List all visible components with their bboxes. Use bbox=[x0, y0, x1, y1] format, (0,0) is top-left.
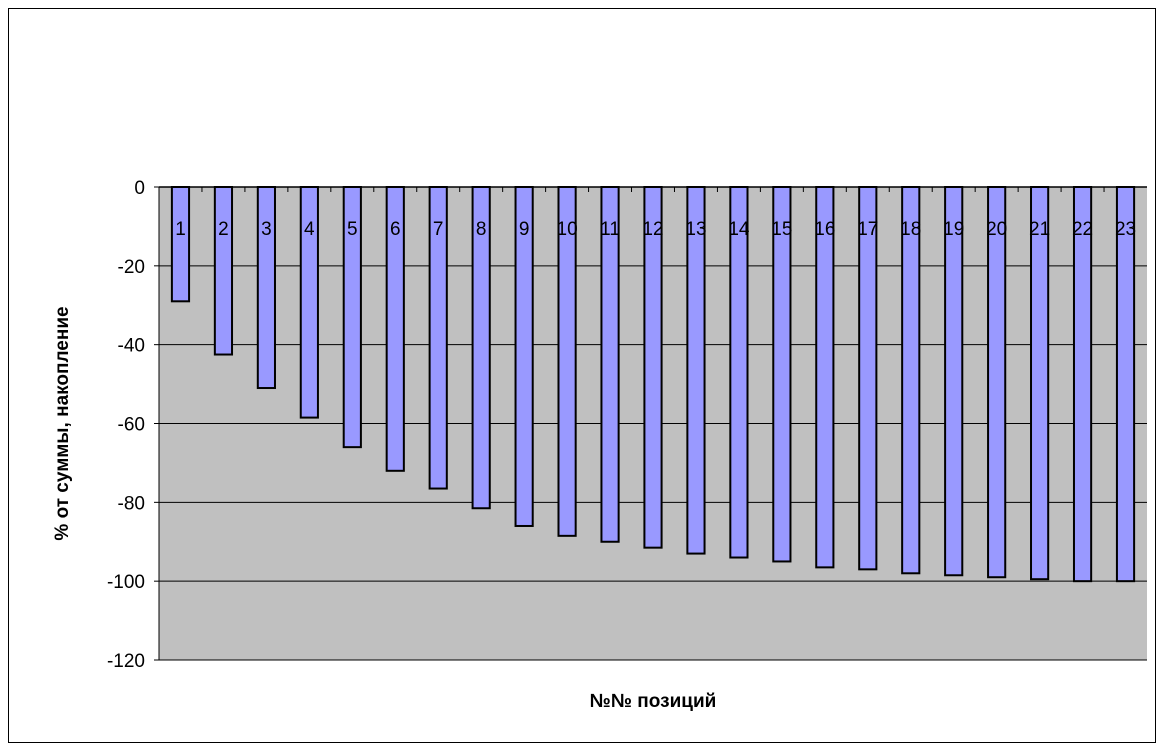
category-label: 16 bbox=[814, 219, 835, 240]
category-label: 21 bbox=[1029, 219, 1050, 240]
category-label: 8 bbox=[476, 219, 487, 240]
bar bbox=[1115, 186, 1136, 583]
category-label: 3 bbox=[261, 219, 272, 240]
category-label: 5 bbox=[347, 219, 358, 240]
bar bbox=[772, 186, 792, 563]
y-tick-label: -40 bbox=[118, 336, 145, 357]
bar bbox=[815, 186, 835, 569]
category-labels: 1 2 3 4 5 6 7 8 9 10 11 12 13 14 15 16 17 18 19 20 21 22 23 bbox=[175, 219, 1136, 240]
category-label: 1 bbox=[175, 219, 186, 240]
y-axis-title: % от суммы, накопление bbox=[52, 306, 73, 540]
y-tick-label: -20 bbox=[118, 257, 145, 278]
x-axis-title: №№ позиций bbox=[590, 691, 717, 712]
y-tick-label: -100 bbox=[107, 572, 145, 593]
category-label: 2 bbox=[218, 219, 229, 240]
bar bbox=[170, 186, 191, 303]
category-label: 14 bbox=[728, 219, 750, 240]
category-label: 22 bbox=[1072, 219, 1093, 240]
category-label: 7 bbox=[433, 219, 444, 240]
y-tick-label: -60 bbox=[118, 415, 145, 436]
category-label: 18 bbox=[900, 219, 921, 240]
bar bbox=[600, 186, 620, 543]
bar bbox=[858, 186, 878, 571]
bar bbox=[686, 186, 706, 555]
category-label: 4 bbox=[304, 219, 315, 240]
category-label: 15 bbox=[771, 219, 792, 240]
category-label: 20 bbox=[986, 219, 1007, 240]
bars bbox=[170, 186, 1136, 583]
category-label: 12 bbox=[642, 219, 663, 240]
bar bbox=[729, 186, 749, 559]
bar bbox=[944, 186, 964, 577]
category-label: 9 bbox=[519, 219, 530, 240]
bar bbox=[1030, 186, 1050, 581]
category-label: 13 bbox=[685, 219, 706, 240]
bar bbox=[901, 186, 921, 575]
bar bbox=[1072, 186, 1093, 583]
y-tick-label: -80 bbox=[118, 493, 145, 514]
category-label: 6 bbox=[390, 219, 401, 240]
category-label: 23 bbox=[1115, 219, 1136, 240]
category-label: 17 bbox=[857, 219, 878, 240]
y-tick-label: 0 bbox=[134, 178, 145, 199]
axes: 0 -20 -40 -60 -80 -100 -120 bbox=[107, 178, 1147, 672]
y-tick-label: -120 bbox=[107, 651, 145, 672]
bar bbox=[213, 186, 234, 356]
bar bbox=[256, 186, 276, 390]
category-label: 10 bbox=[557, 219, 578, 240]
category-label: 11 bbox=[600, 219, 620, 240]
bar bbox=[987, 186, 1007, 579]
bar bbox=[643, 186, 663, 549]
category-label: 19 bbox=[943, 219, 964, 240]
